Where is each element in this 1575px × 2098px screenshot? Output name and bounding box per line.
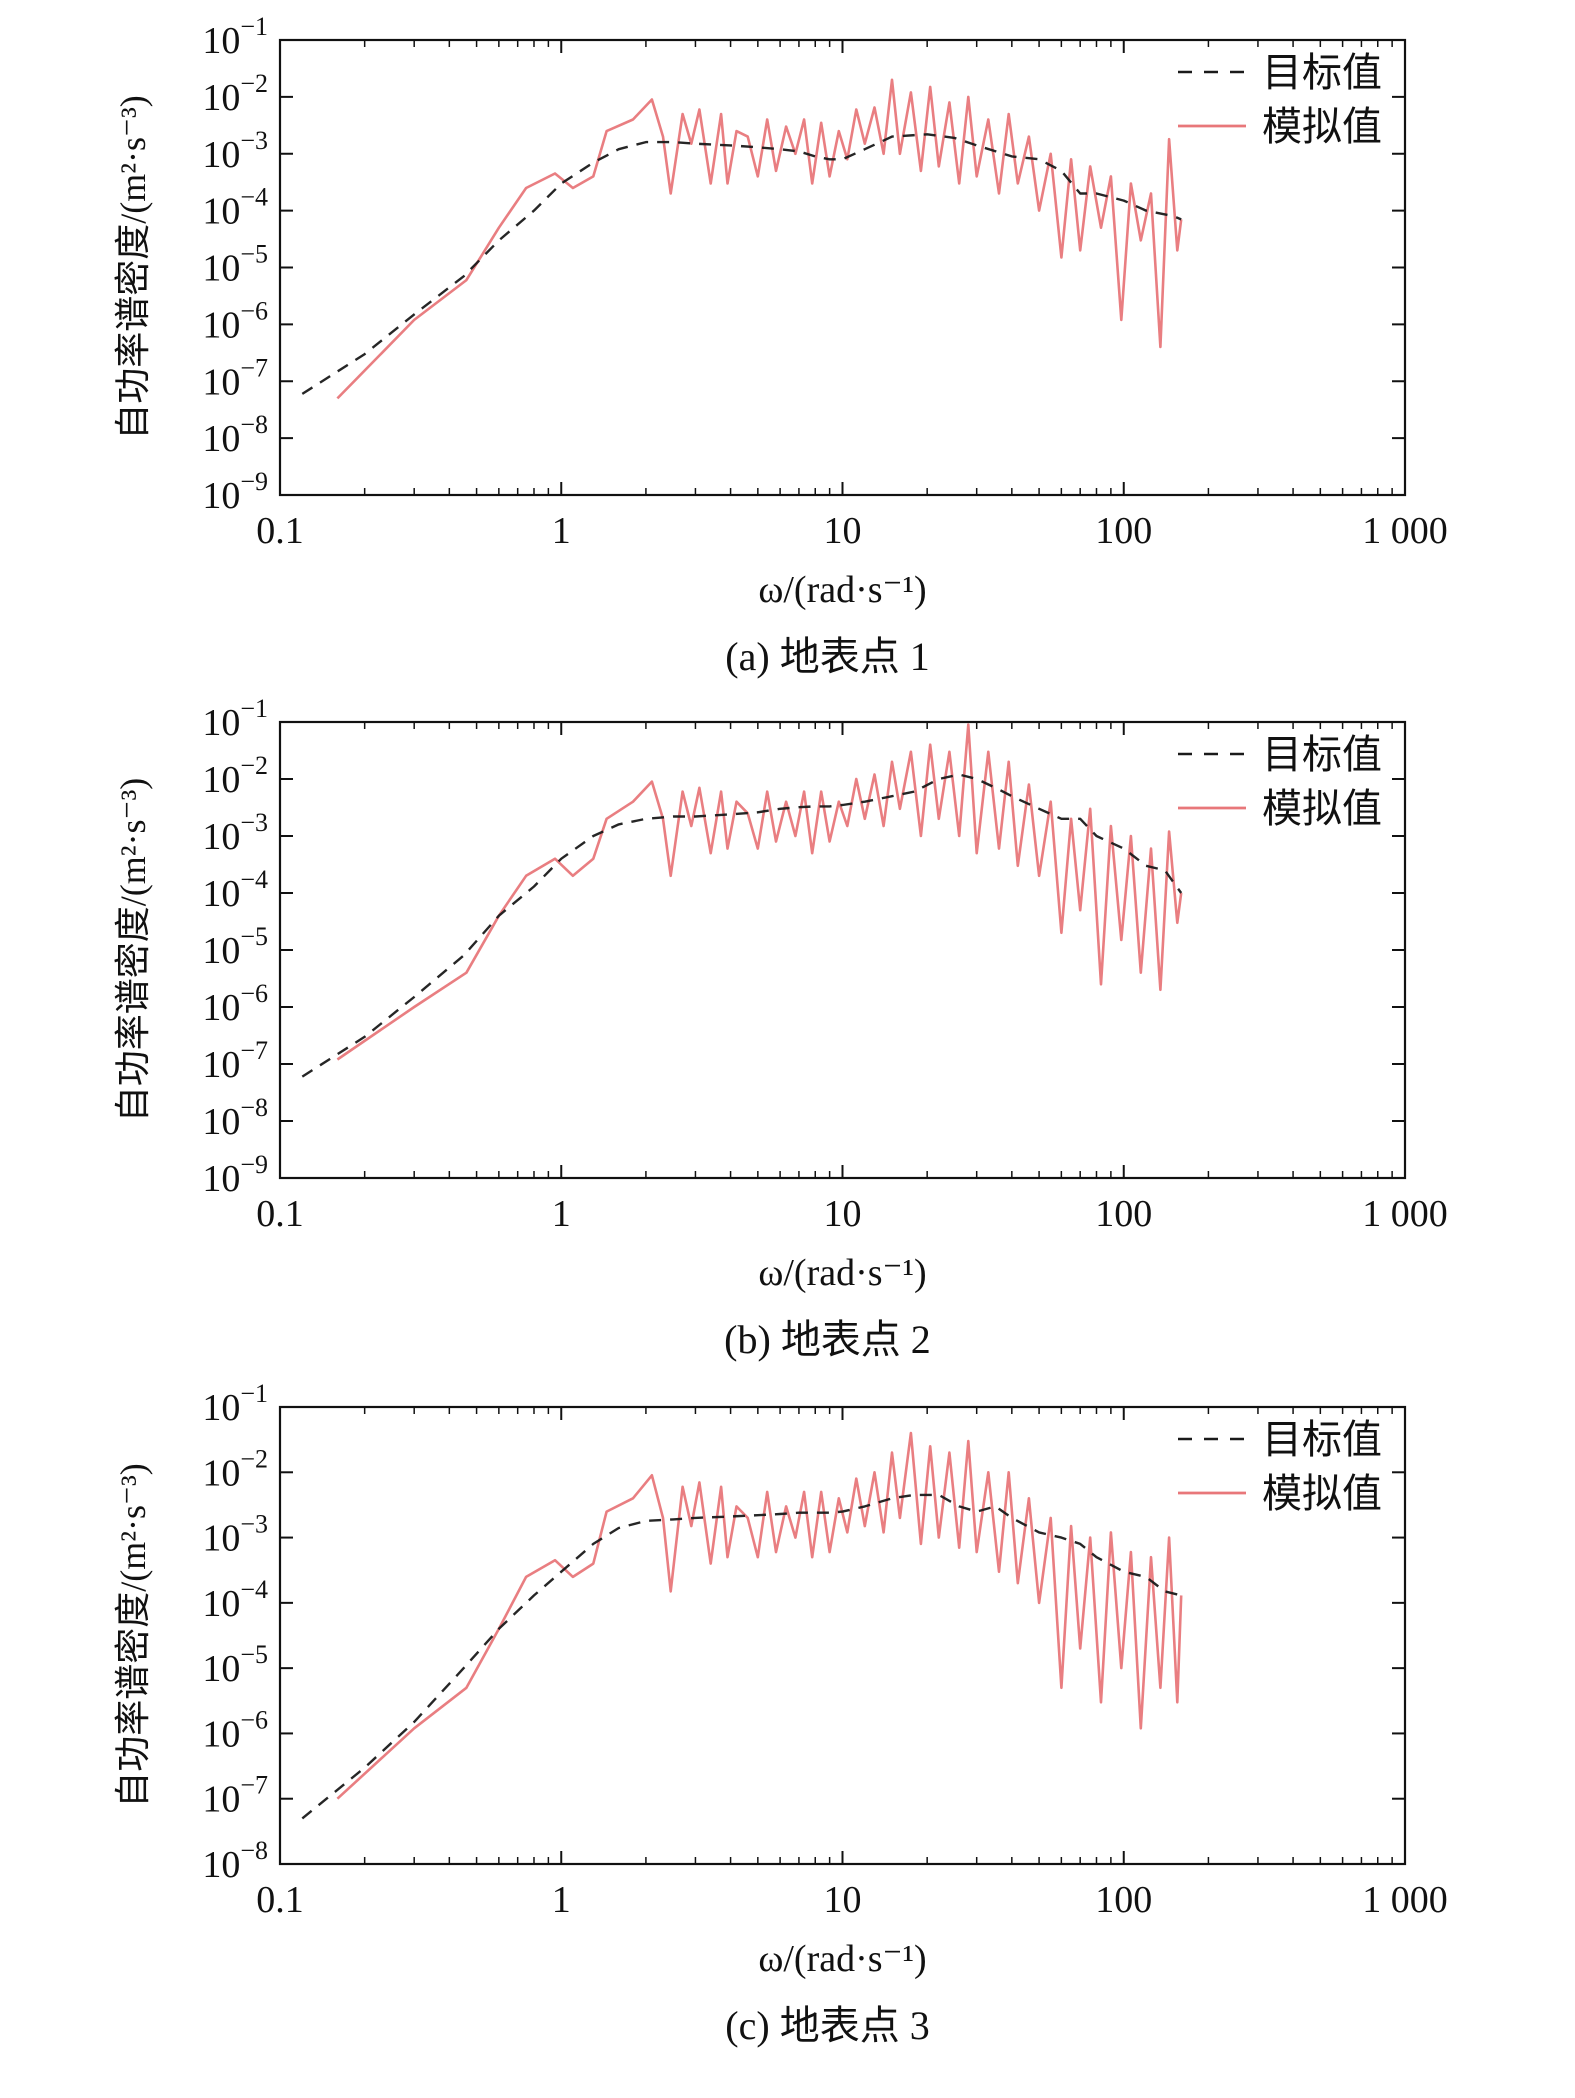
x-tick-label: 10 bbox=[824, 510, 862, 552]
y-tick-label: 10−4 bbox=[202, 1575, 268, 1625]
y-tick-label: 10−1 bbox=[202, 694, 268, 744]
y-tick-label: 10−3 bbox=[202, 1510, 268, 1560]
x-axis-label: ω/(rad·s⁻¹) bbox=[758, 569, 926, 611]
x-tick-label: 1 bbox=[552, 1193, 571, 1235]
x-tick-label: 0.1 bbox=[256, 510, 304, 552]
series-target-line bbox=[301, 1493, 1182, 1820]
y-tick-label: 10−9 bbox=[202, 467, 268, 517]
x-tick-label: 10 bbox=[824, 1879, 862, 1921]
series-target-line bbox=[301, 133, 1182, 395]
legend-target-label: 目标值 bbox=[1262, 1417, 1382, 1462]
y-tick-label: 10−1 bbox=[202, 1379, 268, 1429]
y-axis-label: 自功率谱密度/(m²·s⁻³) bbox=[113, 778, 153, 1123]
panel-caption: (a) 地表点 1 bbox=[725, 634, 929, 679]
series-simulated-line bbox=[336, 1431, 1183, 1800]
y-tick-label: 10−8 bbox=[202, 1836, 268, 1886]
x-tick-label: 0.1 bbox=[256, 1879, 304, 1921]
y-tick-label: 10−5 bbox=[202, 922, 268, 972]
series-simulated-line bbox=[336, 723, 1183, 1061]
y-tick-label: 10−4 bbox=[202, 183, 268, 233]
y-tick-label: 10−7 bbox=[202, 1771, 268, 1821]
y-tick-label: 10−7 bbox=[202, 353, 268, 403]
y-tick-label: 10−5 bbox=[202, 240, 268, 290]
x-tick-label: 100 bbox=[1095, 1879, 1152, 1921]
panel-caption: (b) 地表点 2 bbox=[724, 1317, 931, 1362]
y-tick-label: 10−8 bbox=[202, 1093, 268, 1143]
x-tick-label: 1 bbox=[552, 1879, 571, 1921]
plot-frame bbox=[278, 720, 1407, 1180]
y-axis-label: 自功率谱密度/(m²·s⁻³) bbox=[113, 95, 153, 440]
y-tick-label: 10−6 bbox=[202, 296, 268, 346]
series-simulated-line bbox=[336, 78, 1183, 400]
x-axis-label: ω/(rad·s⁻¹) bbox=[758, 1252, 926, 1294]
x-tick-label: 1 000 bbox=[1362, 1193, 1448, 1235]
x-axis-label: ω/(rad·s⁻¹) bbox=[758, 1938, 926, 1980]
y-tick-label: 10−9 bbox=[202, 1150, 268, 1200]
series-target-line bbox=[301, 773, 1183, 1078]
x-tick-label: 0.1 bbox=[256, 1193, 304, 1235]
x-tick-label: 1 000 bbox=[1362, 1879, 1448, 1921]
panel-b: 0.1 1 10 100 1 000 10−1 10−2 10−3 10−4 10−5 10−6 10… bbox=[113, 694, 1448, 1362]
y-tick-label: 10−2 bbox=[202, 69, 268, 119]
x-tick-label: 10 bbox=[824, 1193, 862, 1235]
y-tick-label: 10−3 bbox=[202, 126, 268, 176]
y-tick-label: 10−6 bbox=[202, 979, 268, 1029]
panel-c: 0.1 1 10 100 1 000 10−1 10−2 10−3 10−4 10−5 10−6 10… bbox=[113, 1379, 1448, 2048]
y-tick-label: 10−2 bbox=[202, 1444, 268, 1494]
y-tick-label: 10−2 bbox=[202, 751, 268, 801]
y-tick-label: 10−7 bbox=[202, 1036, 268, 1086]
panel-caption: (c) 地表点 3 bbox=[725, 2003, 929, 2048]
legend-simulated-label: 模拟值 bbox=[1262, 1471, 1382, 1516]
y-tick-label: 10−8 bbox=[202, 410, 268, 460]
x-tick-label: 1 000 bbox=[1362, 510, 1448, 552]
legend-target-label: 目标值 bbox=[1262, 732, 1382, 777]
legend-simulated-label: 模拟值 bbox=[1262, 104, 1382, 149]
x-tick-label: 100 bbox=[1095, 1193, 1152, 1235]
y-tick-label: 10−5 bbox=[202, 1640, 268, 1690]
y-tick-label: 10−1 bbox=[202, 12, 268, 62]
plot-frame bbox=[278, 38, 1407, 497]
y-tick-label: 10−3 bbox=[202, 808, 268, 858]
y-tick-label: 10−4 bbox=[202, 865, 268, 915]
plot-frame bbox=[278, 1405, 1407, 1866]
x-tick-label: 100 bbox=[1095, 510, 1152, 552]
y-axis-label: 自功率谱密度/(m²·s⁻³) bbox=[113, 1463, 153, 1808]
legend-simulated-label: 模拟值 bbox=[1262, 786, 1382, 831]
x-tick-label: 1 bbox=[552, 510, 571, 552]
panel-a: 0.1 1 10 100 1 000 10−1 10−2 10−3 10−4 10−5 10−6 10… bbox=[113, 12, 1448, 679]
y-tick-label: 10−6 bbox=[202, 1705, 268, 1755]
legend-target-label: 目标值 bbox=[1262, 50, 1382, 95]
